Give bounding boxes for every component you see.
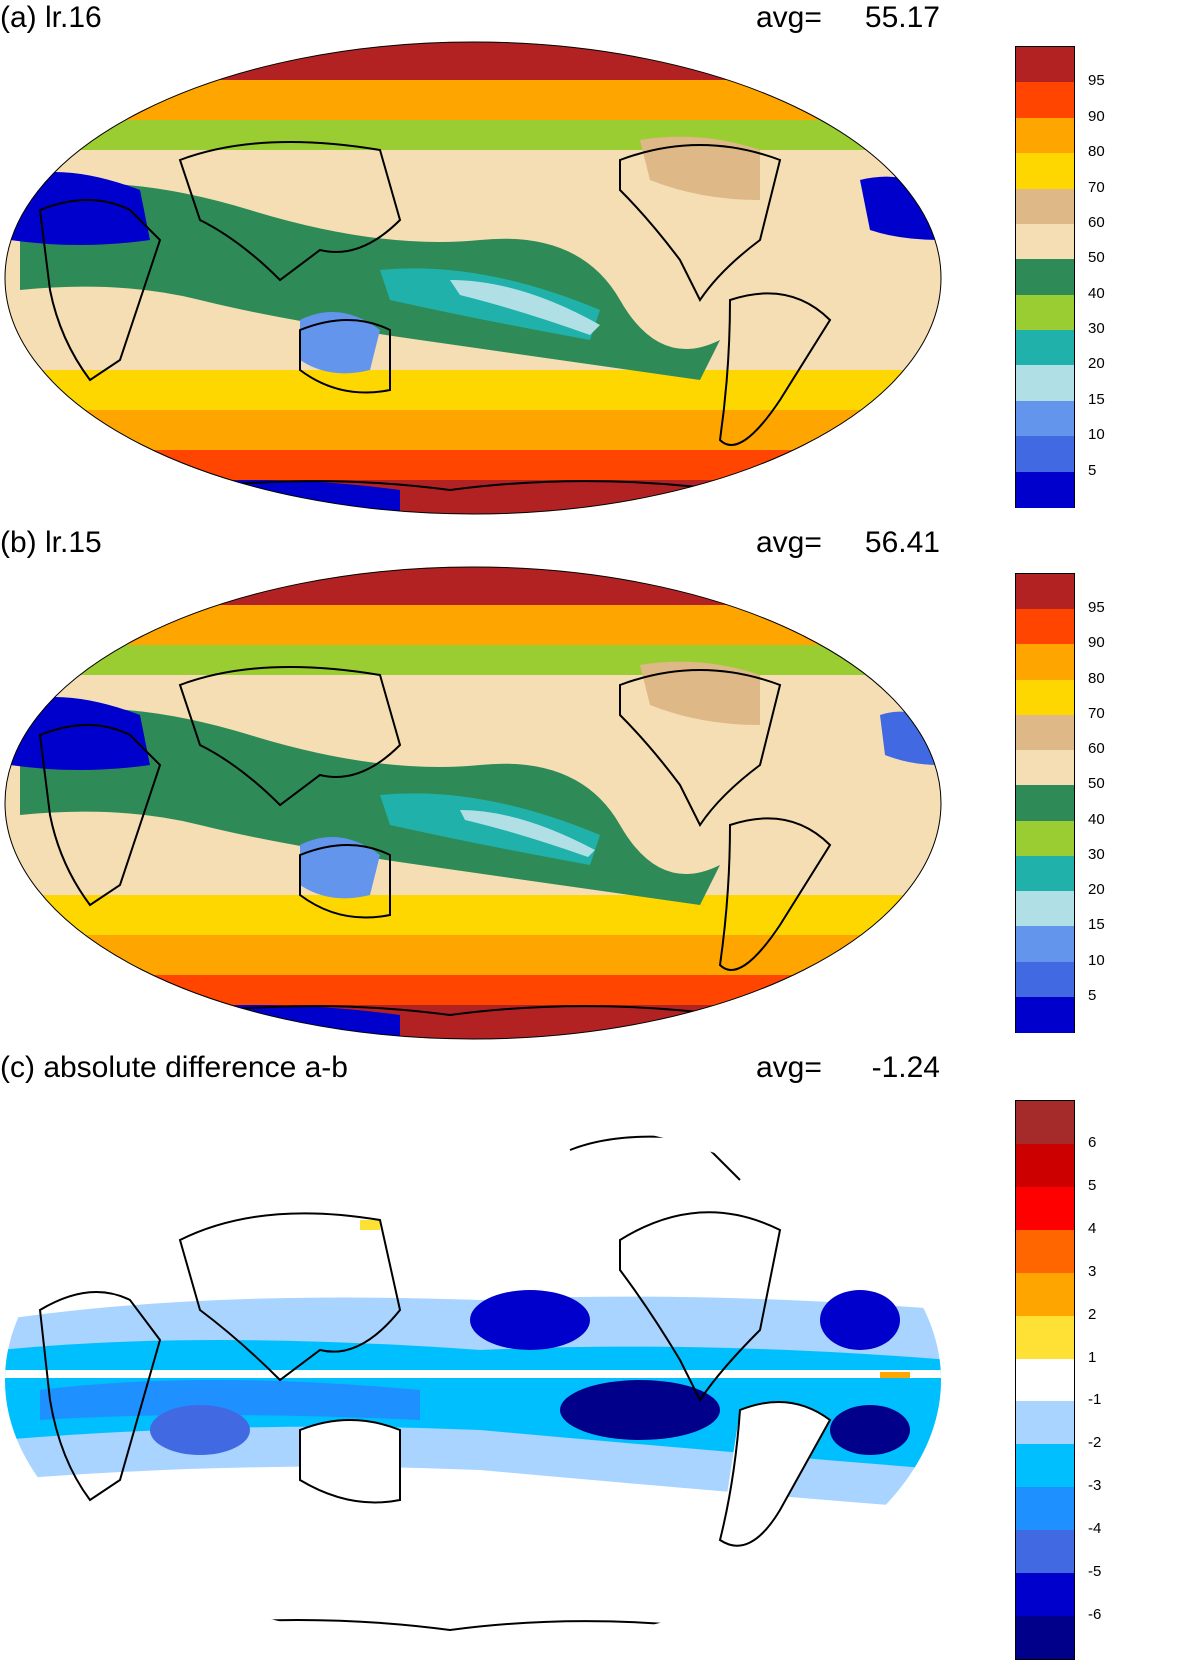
colorbar-swatch <box>1016 1616 1074 1660</box>
avg-label: avg= <box>756 526 822 559</box>
colorbar-swatch <box>1016 1101 1074 1144</box>
colorbar-swatch <box>1016 188 1074 225</box>
colorbar-swatch <box>1016 1401 1074 1445</box>
colorbar-c <box>1015 1100 1075 1660</box>
map-c <box>5 1115 941 1645</box>
colorbar-swatch <box>1016 1143 1074 1187</box>
map-b <box>4 566 942 1040</box>
colorbar-label: 20 <box>1088 881 1105 899</box>
colorbar-swatch <box>1016 153 1074 190</box>
colorbar-swatch <box>1016 855 1074 892</box>
panel-title: (c) absolute difference a-b <box>0 1051 348 1084</box>
colorbar-swatch <box>1016 1530 1074 1574</box>
colorbar-label: 90 <box>1088 634 1105 652</box>
colorbar-label: 10 <box>1088 951 1105 969</box>
panel-a: (a) lr.16 avg= 55.17 <box>0 0 1183 520</box>
avg-label: avg= <box>756 1051 822 1084</box>
panel-b: (b) lr.15 avg= 56.41 <box>0 525 1183 1045</box>
colorbar-swatch <box>1016 47 1074 83</box>
colorbar-swatch <box>1016 679 1074 716</box>
colorbar-a <box>1015 46 1075 508</box>
colorbar-swatch <box>1016 1444 1074 1488</box>
colorbar-swatch <box>1016 961 1074 998</box>
colorbar-swatch <box>1016 294 1074 331</box>
colorbar-label: 1 <box>1088 1348 1097 1366</box>
colorbar-label: 70 <box>1088 704 1105 722</box>
colorbar-label: -6 <box>1088 1606 1102 1624</box>
avg-value: 55.17 <box>864 1 940 34</box>
colorbar-swatch <box>1016 436 1074 473</box>
colorbar-swatch <box>1016 785 1074 822</box>
colorbar-swatch <box>1016 223 1074 260</box>
colorbar-swatch <box>1016 330 1074 367</box>
colorbar-swatch <box>1016 1487 1074 1531</box>
colorbar-label: 15 <box>1088 390 1105 408</box>
colorbar-label: 5 <box>1088 1176 1097 1194</box>
colorbar-swatch <box>1016 400 1074 437</box>
colorbar-swatch <box>1016 1272 1074 1316</box>
colorbar-swatch <box>1016 259 1074 296</box>
colorbar-label: 50 <box>1088 249 1105 267</box>
colorbar-label: 95 <box>1088 599 1105 617</box>
colorbar-label: 50 <box>1088 775 1105 793</box>
colorbar-label: 15 <box>1088 916 1105 934</box>
colorbar-label: 3 <box>1088 1262 1097 1280</box>
colorbar-label: -2 <box>1088 1434 1102 1452</box>
avg-label: avg= <box>756 1 822 34</box>
avg-value: -1.24 <box>871 1051 940 1084</box>
colorbar-swatch <box>1016 365 1074 402</box>
colorbar-swatch <box>1016 1315 1074 1359</box>
colorbar-swatch <box>1016 471 1074 508</box>
colorbar-label: 70 <box>1088 178 1105 196</box>
colorbar-label: -4 <box>1088 1520 1102 1538</box>
colorbar-swatch <box>1016 1186 1074 1230</box>
colorbar-label: 20 <box>1088 355 1105 373</box>
colorbar-b <box>1015 573 1075 1033</box>
colorbar-label: 4 <box>1088 1219 1097 1237</box>
colorbar-label: 40 <box>1088 284 1105 302</box>
colorbar-label: 80 <box>1088 669 1105 687</box>
colorbar-label: 60 <box>1088 740 1105 758</box>
colorbar-swatch <box>1016 609 1074 646</box>
colorbar-label: 5 <box>1088 986 1097 1004</box>
colorbar-swatch <box>1016 1229 1074 1273</box>
panel-title: (a) lr.16 <box>0 1 102 34</box>
colorbar-label: 40 <box>1088 810 1105 828</box>
colorbar-label: 60 <box>1088 213 1105 231</box>
colorbar-swatch <box>1016 117 1074 154</box>
colorbar-label: 5 <box>1088 461 1097 479</box>
colorbar-swatch <box>1016 891 1074 928</box>
colorbar-swatch <box>1016 926 1074 963</box>
panel-c: (c) absolute difference a-b avg= -1.24 <box>0 1050 1183 1670</box>
panel-title: (b) lr.15 <box>0 526 102 559</box>
colorbar-label: 2 <box>1088 1305 1097 1323</box>
colorbar-swatch <box>1016 82 1074 119</box>
colorbar-label: 80 <box>1088 143 1105 161</box>
colorbar-label: -1 <box>1088 1391 1102 1409</box>
colorbar-swatch <box>1016 996 1074 1033</box>
colorbar-label: 30 <box>1088 845 1105 863</box>
colorbar-swatch <box>1016 574 1074 610</box>
colorbar-swatch <box>1016 1358 1074 1402</box>
colorbar-swatch <box>1016 714 1074 751</box>
colorbar-label: 10 <box>1088 426 1105 444</box>
colorbar-label: 30 <box>1088 320 1105 338</box>
colorbar-swatch <box>1016 1573 1074 1617</box>
colorbar-swatch <box>1016 750 1074 787</box>
colorbar-label: 90 <box>1088 107 1105 125</box>
colorbar-swatch <box>1016 644 1074 681</box>
avg-value: 56.41 <box>864 526 940 559</box>
colorbar-label: -3 <box>1088 1477 1102 1495</box>
colorbar-label: 6 <box>1088 1133 1097 1151</box>
colorbar-swatch <box>1016 820 1074 857</box>
map-a <box>4 41 942 515</box>
colorbar-label: -5 <box>1088 1563 1102 1581</box>
colorbar-label: 95 <box>1088 72 1105 90</box>
